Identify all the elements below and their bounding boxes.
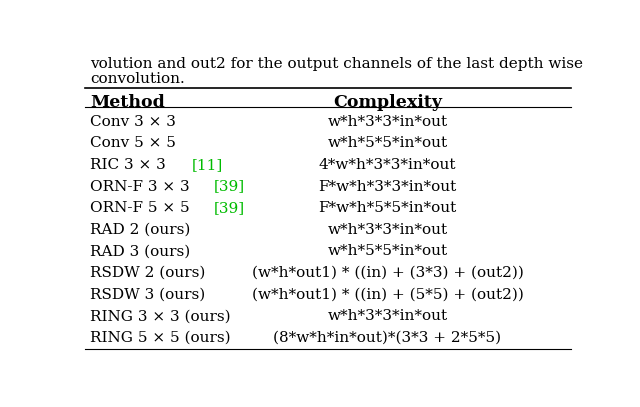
Text: RSDW 2 (ours): RSDW 2 (ours) bbox=[90, 266, 205, 280]
Text: Conv 5 × 5: Conv 5 × 5 bbox=[90, 136, 176, 150]
Text: ORN-F 5 × 5: ORN-F 5 × 5 bbox=[90, 201, 199, 215]
Text: F*w*h*3*3*in*out: F*w*h*3*3*in*out bbox=[318, 179, 457, 193]
Text: w*h*3*3*in*out: w*h*3*3*in*out bbox=[328, 223, 447, 237]
Text: (w*h*out1) * ((in) + (5*5) + (out2)): (w*h*out1) * ((in) + (5*5) + (out2)) bbox=[252, 288, 524, 302]
Text: [11]: [11] bbox=[191, 158, 223, 172]
Text: Method: Method bbox=[90, 94, 164, 111]
Text: (w*h*out1) * ((in) + (3*3) + (out2)): (w*h*out1) * ((in) + (3*3) + (out2)) bbox=[252, 266, 524, 280]
Text: volution and out2 for the output channels of the last depth wise: volution and out2 for the output channel… bbox=[90, 57, 583, 71]
Text: RING 3 × 3 (ours): RING 3 × 3 (ours) bbox=[90, 309, 230, 323]
Text: convolution.: convolution. bbox=[90, 72, 185, 86]
Text: RSDW 3 (ours): RSDW 3 (ours) bbox=[90, 288, 205, 302]
Text: Conv 3 × 3: Conv 3 × 3 bbox=[90, 115, 176, 129]
Text: w*h*3*3*in*out: w*h*3*3*in*out bbox=[328, 115, 447, 129]
Text: [39]: [39] bbox=[214, 179, 245, 193]
Text: RAD 3 (ours): RAD 3 (ours) bbox=[90, 244, 190, 258]
Text: (8*w*h*in*out)*(3*3 + 2*5*5): (8*w*h*in*out)*(3*3 + 2*5*5) bbox=[273, 331, 502, 345]
Text: RING 5 × 5 (ours): RING 5 × 5 (ours) bbox=[90, 331, 230, 345]
Text: ORN-F 3 × 3: ORN-F 3 × 3 bbox=[90, 179, 199, 193]
Text: w*h*5*5*in*out: w*h*5*5*in*out bbox=[328, 244, 447, 258]
Text: RAD 2 (ours): RAD 2 (ours) bbox=[90, 223, 190, 237]
Text: [39]: [39] bbox=[214, 201, 245, 215]
Text: RIC 3 × 3: RIC 3 × 3 bbox=[90, 158, 175, 172]
Text: F*w*h*5*5*in*out: F*w*h*5*5*in*out bbox=[318, 201, 457, 215]
Text: Complexity: Complexity bbox=[333, 94, 442, 111]
Text: 4*w*h*3*3*in*out: 4*w*h*3*3*in*out bbox=[319, 158, 456, 172]
Text: w*h*3*3*in*out: w*h*3*3*in*out bbox=[328, 309, 447, 323]
Text: w*h*5*5*in*out: w*h*5*5*in*out bbox=[328, 136, 447, 150]
